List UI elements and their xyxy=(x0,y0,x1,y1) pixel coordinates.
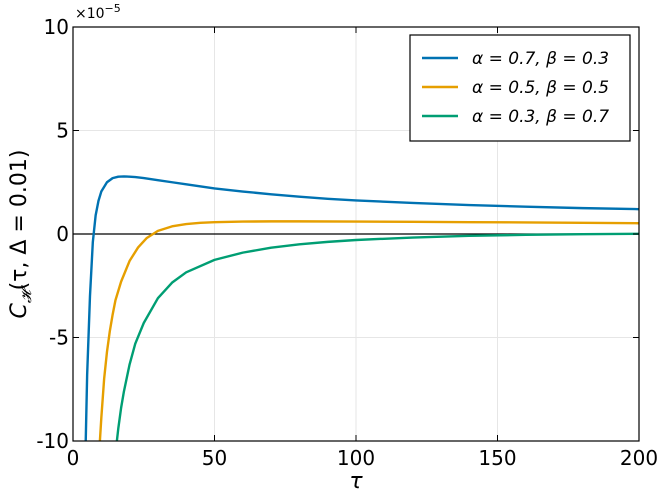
x-tick-label: 50 xyxy=(202,446,227,470)
series-line-2 xyxy=(98,220,639,441)
legend-label-1: α = 0.7, β = 0.3 xyxy=(472,49,609,69)
legend-entries: α = 0.7, β = 0.3 α = 0.5, β = 0.5 α = 0.3,… xyxy=(422,49,609,127)
y-tick-label: 5 xyxy=(56,119,69,143)
x-tick-label: 200 xyxy=(620,446,658,470)
y-tick-label: -10 xyxy=(36,429,69,453)
x-tick-label: 0 xyxy=(67,446,80,470)
x-tick-label: 150 xyxy=(478,446,516,470)
y-axis-label: C𝓗(τ, Δ = 0.01) xyxy=(7,150,35,319)
series-line-1 xyxy=(84,175,639,441)
axis-ticks xyxy=(72,26,640,442)
legend-label-2: α = 0.5, β = 0.5 xyxy=(472,78,609,98)
tick-labels: 0 50 100 150 200 -10 -5 0 5 10 xyxy=(36,15,658,470)
y-scale-multiplier: ×10−5 xyxy=(75,2,121,22)
series-lines xyxy=(84,175,639,441)
y-tick-label: -5 xyxy=(49,326,69,350)
y-tick-label: 0 xyxy=(56,222,69,246)
series-line-3 xyxy=(115,232,639,441)
y-tick-label: 10 xyxy=(44,15,69,39)
legend: α = 0.7, β = 0.3 α = 0.5, β = 0.5 α = 0.3,… xyxy=(409,34,631,142)
x-tick-label: 100 xyxy=(337,446,375,470)
legend-label-3: α = 0.3, β = 0.7 xyxy=(472,107,609,127)
x-axis-label: τ xyxy=(349,469,363,494)
